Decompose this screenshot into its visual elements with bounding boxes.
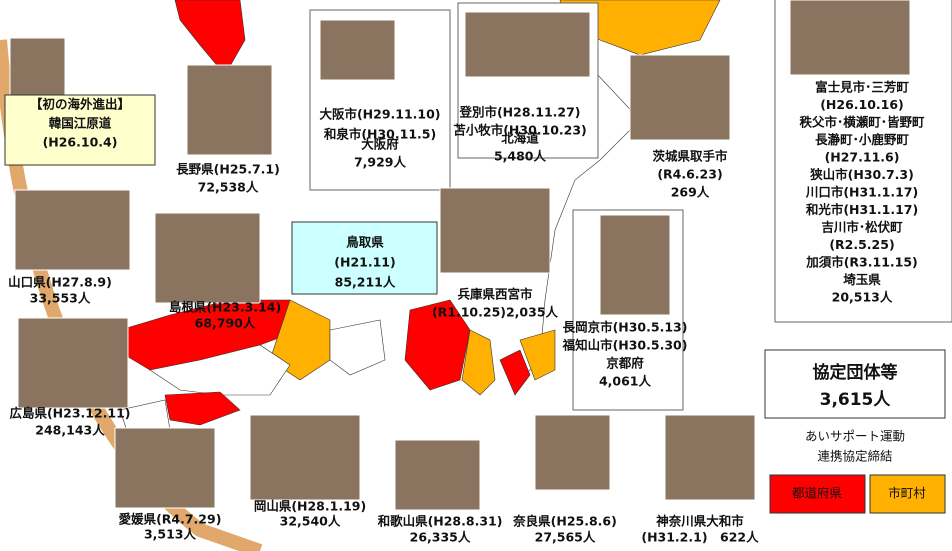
label: 岡山県(H28.1.19) [254,499,366,514]
label: 吉川市･松伏町 [821,220,903,235]
total-value: 3,615人 [820,390,892,410]
photo [18,318,128,408]
label: 神奈川県大和市 [656,514,744,529]
label: 埼玉県 [843,272,881,287]
label: 大阪市(H29.11.10) [319,107,440,122]
label: 大阪府 [361,137,399,152]
label: 加須市(R3.11.15) [805,255,918,270]
infographic: 協定団体等 3,615人 あいサポート運動 連携協定締結 都道府県 市町村 【初… [0,0,952,551]
label: 鳥取県 [346,235,384,250]
label: 長野県(H25.7.1) [176,162,280,177]
label: (H26.10.4) [43,135,118,150]
label: 和歌山県(H28.8.31) [377,514,503,529]
photo [600,215,670,315]
label: 5,480人 [494,149,547,164]
label: 7,929人 [354,155,407,170]
photo [15,190,130,270]
photo [395,440,480,510]
label: 富士見市･三芳町 [815,80,909,95]
label: 20,513人 [832,290,893,305]
label: 奈良県(H25.8.6) [512,514,617,529]
photo [187,65,272,155]
label: 韓国江原道 [49,116,112,131]
label: 茨城県取手市 [652,149,728,164]
caption: 連携協定締結 [817,449,892,464]
label: 和光市(H31.1.17) [805,202,918,217]
legend-label: 都道府県 [792,486,842,501]
label: 27,565人 [535,530,596,545]
label: 広島県(H23.12.11) [9,406,130,421]
label: (H21.11) [334,255,395,270]
label: 3,513人 [144,527,197,542]
label: 32,540人 [280,514,341,529]
label: 兵庫県西宮市 [457,287,533,302]
label: 京都府 [606,356,644,371]
label: 北海道 [501,131,539,146]
photo [115,428,215,508]
label: 山口県(H27.8.9) [8,275,112,290]
photo [440,188,550,273]
photo [320,20,395,80]
label: 68,790人 [195,316,256,331]
label: 川口市(H31.1.17) [805,185,918,200]
label: 福知山市(H30.5.30) [562,338,688,353]
legend-label: 市町村 [888,486,926,501]
label: (H26.10.16) [820,97,904,112]
label: 長岡京市(H30.5.13) [563,320,688,335]
caption: あいサポート運動 [805,429,905,444]
label: 秩父市･横瀬町･皆野町 [799,115,925,130]
photo [465,12,590,77]
label: 4,061人 [599,374,652,389]
label: 愛媛県(R4.7.29) [119,512,222,527]
photo [790,0,910,75]
label: 狭山市(H30.7.3) [809,167,914,182]
photo [630,55,730,140]
label: (R4.6.23) [657,167,722,182]
label: 長瀞町･小鹿野町 [815,132,909,147]
photo [535,415,610,490]
photo [250,415,360,500]
label: 26,335人 [410,530,471,545]
label: 島根県(H23.3.14) [169,300,281,315]
label: (H31.2.1) 622人 [641,530,759,545]
label: 登別市(H28.11.27) [458,105,580,120]
label: 72,538人 [198,180,259,195]
label: (R2.5.25) [829,237,894,252]
label: (R1.10.25)2,035人 [432,305,559,320]
photo [665,415,755,500]
label: 33,553人 [30,291,91,306]
photo [155,213,260,303]
label: 269人 [671,185,710,200]
photo [10,38,65,95]
label: 85,211人 [335,275,396,290]
label: 248,143人 [35,423,105,438]
label: 【初の海外進出】 [30,97,130,112]
total-label: 協定団体等 [813,362,898,383]
label: (H27.11.6) [825,150,900,165]
